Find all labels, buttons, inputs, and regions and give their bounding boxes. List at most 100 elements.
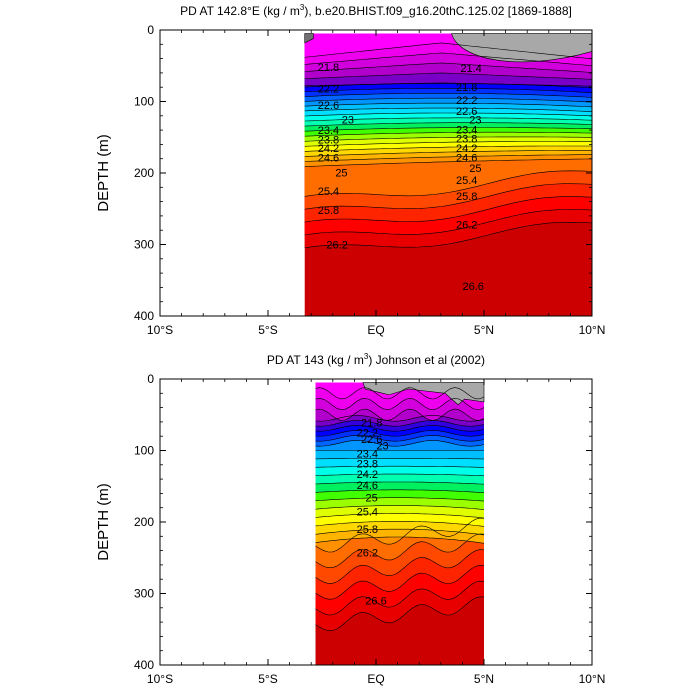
- contour-line: [315, 536, 485, 544]
- contour-label: 21.4: [460, 63, 481, 75]
- contour-line: [315, 521, 485, 527]
- contour-line: [304, 131, 593, 137]
- contour-label: 21.8: [361, 418, 382, 430]
- contour-label: 22.6: [456, 106, 477, 118]
- y-tick-label: 400: [134, 658, 154, 672]
- contour-line: [304, 112, 593, 117]
- contour-line: [304, 88, 593, 93]
- contour-line: [315, 564, 485, 600]
- contour-line: [304, 127, 593, 132]
- contour-label: 23: [469, 114, 481, 126]
- contour-line: [304, 221, 593, 249]
- contour-label: 25: [469, 163, 481, 175]
- contour-line: [315, 440, 485, 447]
- x-tick-label: 5°S: [258, 672, 277, 686]
- x-tick-label: 10°S: [147, 672, 173, 686]
- contour-line: [304, 136, 593, 142]
- panel-1: PD AT 142.8°E (kg / m3), b.e20.BHIST.f09…: [95, 3, 605, 337]
- contour-line: [315, 505, 485, 510]
- contour-label: 23.4: [318, 125, 339, 137]
- contour-line: [315, 387, 485, 400]
- y-tick-label: 300: [134, 587, 154, 601]
- y-tick-label: 0: [147, 23, 154, 37]
- contour-label: 25.4: [318, 186, 339, 198]
- contour-line: [304, 72, 593, 80]
- contour-line: [304, 107, 593, 112]
- panel-2-ylabel: DEPTH (m): [95, 483, 112, 561]
- contour-label: 26.2: [326, 240, 347, 252]
- contour-line: [304, 93, 593, 98]
- contour-line: [304, 209, 593, 236]
- contour-label: 25: [335, 167, 347, 179]
- contour-label: 23.8: [456, 134, 477, 146]
- contour-label: 24.2: [456, 143, 477, 155]
- contour-label: 25.4: [357, 506, 378, 518]
- contour-line: [315, 420, 485, 427]
- x-tick-label: EQ: [367, 672, 384, 686]
- contour-line: [315, 458, 484, 460]
- contour-line: [315, 533, 485, 568]
- contour-line: [304, 102, 593, 108]
- contour-label: 24.6: [357, 480, 378, 492]
- contour-label: 22.6: [318, 100, 339, 112]
- contour-line: [304, 154, 593, 162]
- panel-2-contour-lines: [315, 387, 485, 631]
- contour-label: 23.8: [357, 458, 378, 470]
- contour-line: [304, 62, 593, 73]
- x-tick-label: 5°S: [258, 323, 277, 337]
- y-tick-label: 0: [147, 372, 154, 386]
- contour-label: 26.2: [456, 219, 477, 231]
- contour-line: [304, 141, 592, 147]
- contour-label: 24.6: [456, 152, 477, 164]
- panel-1-contour-labels: 21.822.222.62323.423.824.224.62525.425.8…: [318, 62, 484, 293]
- x-tick-label: 5°N: [474, 323, 494, 337]
- contour-line: [304, 158, 593, 167]
- contour-line: [315, 473, 485, 477]
- contour-line: [315, 430, 485, 437]
- x-tick-label: 5°N: [474, 672, 494, 686]
- contour-label: 22.2: [456, 95, 477, 107]
- contour-label: 26.6: [365, 596, 386, 608]
- contour-label: 21.8: [456, 82, 477, 94]
- contour-label: 23.4: [357, 448, 378, 460]
- contour-line: [304, 117, 593, 122]
- contour-line: [315, 465, 485, 468]
- contour-label: 23.8: [318, 134, 339, 146]
- contour-line: [304, 145, 592, 152]
- contour-line: [315, 415, 485, 422]
- contour-line: [315, 481, 485, 485]
- y-tick-label: 100: [134, 95, 154, 109]
- contour-label: 25.8: [318, 205, 339, 217]
- contour-label: 25: [366, 493, 378, 505]
- contour-label: 21.8: [318, 62, 339, 74]
- panel-2-contour-fill: [315, 382, 485, 665]
- contour-line: [304, 183, 593, 210]
- contour-line: [315, 435, 485, 442]
- y-tick-label: 200: [134, 166, 154, 180]
- contour-label: 25.8: [357, 524, 378, 536]
- contour-line: [315, 580, 485, 616]
- contour-label: 22.2: [357, 428, 378, 440]
- contour-line: [304, 82, 593, 87]
- contour-line: [304, 150, 592, 157]
- contour-line: [315, 549, 485, 584]
- contour-label: 22.2: [318, 84, 339, 96]
- contour-label: 23: [342, 114, 354, 126]
- contour-line: [304, 122, 593, 127]
- contour-label: 26.2: [357, 548, 378, 560]
- contour-line: [315, 517, 485, 553]
- contour-label: 22.6: [361, 434, 382, 446]
- y-tick-label: 200: [134, 515, 154, 529]
- contour-line: [315, 425, 485, 432]
- y-tick-label: 100: [134, 444, 154, 458]
- contour-label: 23.4: [456, 124, 477, 136]
- contour-line: [304, 97, 593, 103]
- contour-label: 24.2: [357, 469, 378, 481]
- panel-1-ylabel: DEPTH (m): [95, 134, 112, 212]
- contour-line: [304, 196, 593, 223]
- contour-label: 23: [376, 440, 388, 452]
- x-tick-label: EQ: [367, 323, 384, 337]
